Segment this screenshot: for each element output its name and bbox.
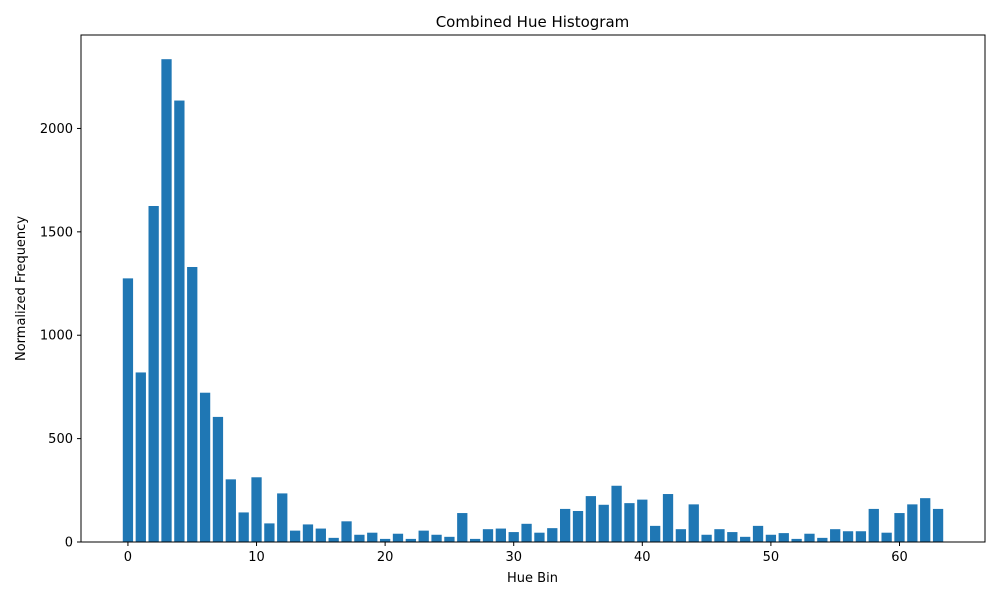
histogram-bar bbox=[637, 499, 648, 542]
histogram-bar bbox=[585, 496, 597, 542]
histogram-bar bbox=[572, 510, 584, 542]
histogram-bar bbox=[431, 534, 442, 542]
x-tick-label: 30 bbox=[505, 550, 522, 565]
histogram-bar bbox=[881, 532, 892, 542]
histogram-bar bbox=[469, 538, 481, 542]
histogram-bar bbox=[752, 525, 764, 542]
histogram-bar bbox=[534, 532, 545, 542]
histogram-bar bbox=[611, 485, 622, 542]
histogram-bar bbox=[277, 493, 288, 542]
histogram-bar bbox=[817, 537, 828, 542]
y-tick-label: 1000 bbox=[40, 329, 73, 344]
histogram-bar bbox=[791, 538, 802, 542]
histogram-bar bbox=[457, 513, 468, 542]
y-tick-label: 1500 bbox=[40, 225, 73, 240]
histogram-bar bbox=[264, 523, 275, 542]
histogram-bar bbox=[148, 205, 159, 542]
y-tick-label: 0 bbox=[65, 536, 73, 551]
histogram-bar bbox=[174, 100, 185, 542]
histogram-bar bbox=[920, 498, 931, 542]
histogram-bar bbox=[508, 532, 519, 542]
histogram-bar bbox=[444, 536, 455, 542]
histogram-bar bbox=[161, 59, 172, 543]
x-tick-label: 60 bbox=[891, 550, 908, 565]
y-axis-title: Normalized Frequency bbox=[14, 216, 29, 361]
histogram-bar bbox=[341, 521, 352, 542]
x-axis-ticks: 0 10 20 30 40 50 60 bbox=[124, 542, 908, 565]
x-tick-label: 20 bbox=[377, 550, 394, 565]
histogram-bar bbox=[714, 529, 725, 542]
histogram-bar bbox=[727, 532, 738, 542]
histogram-bar bbox=[675, 529, 687, 542]
histogram-bar bbox=[740, 536, 751, 542]
histogram-bar bbox=[868, 508, 879, 542]
histogram-bar bbox=[328, 537, 339, 542]
histogram-bar bbox=[842, 531, 854, 542]
histogram-bar bbox=[688, 504, 699, 542]
histogram-bar bbox=[855, 531, 867, 542]
histogram-bar bbox=[289, 530, 301, 542]
histogram-bar bbox=[932, 508, 944, 542]
histogram-bar bbox=[187, 266, 198, 542]
histogram-bar bbox=[392, 533, 404, 542]
histogram-bar bbox=[547, 528, 558, 542]
histogram-bar bbox=[765, 534, 777, 542]
histogram-bar bbox=[315, 528, 326, 542]
x-tick-label: 40 bbox=[634, 550, 651, 565]
y-tick-label: 500 bbox=[48, 432, 73, 447]
histogram-bar bbox=[238, 512, 249, 542]
y-tick-label: 2000 bbox=[40, 122, 73, 137]
histogram-bar bbox=[495, 528, 506, 542]
y-axis-ticks: 0 500 1000 1500 2000 bbox=[40, 122, 81, 551]
histogram-bar bbox=[804, 533, 815, 542]
histogram-bar bbox=[122, 278, 134, 542]
histogram-bar bbox=[894, 513, 905, 542]
histogram-bar bbox=[418, 530, 429, 542]
histogram-bar bbox=[521, 523, 532, 542]
histogram-bar bbox=[662, 494, 674, 542]
histogram-bar bbox=[135, 372, 146, 542]
histogram-bar bbox=[482, 529, 494, 542]
histogram-bar bbox=[251, 477, 262, 542]
histogram-bar bbox=[830, 529, 841, 542]
histogram-bar bbox=[907, 504, 918, 542]
histogram-bar bbox=[199, 392, 211, 542]
histogram-bar bbox=[367, 532, 378, 542]
histogram-bar bbox=[560, 508, 571, 542]
histogram-bar bbox=[379, 538, 391, 542]
x-axis-title: Hue Bin bbox=[507, 571, 558, 586]
histogram-bar bbox=[405, 538, 416, 542]
histogram-bar bbox=[225, 479, 236, 542]
x-tick-label: 0 bbox=[124, 550, 132, 565]
chart-title: Combined Hue Histogram bbox=[436, 13, 630, 31]
x-tick-label: 10 bbox=[248, 550, 265, 565]
histogram-bar bbox=[598, 504, 609, 542]
histogram-bar bbox=[701, 534, 712, 542]
histogram-bar bbox=[624, 503, 635, 542]
plot-frame bbox=[80, 34, 986, 543]
histogram-bar bbox=[302, 524, 314, 542]
histogram-bar bbox=[354, 534, 365, 542]
x-tick-label: 50 bbox=[763, 550, 780, 565]
bars-group bbox=[122, 59, 944, 543]
histogram-bar bbox=[212, 416, 224, 542]
histogram-bar bbox=[778, 533, 789, 542]
histogram-bar bbox=[650, 525, 661, 542]
